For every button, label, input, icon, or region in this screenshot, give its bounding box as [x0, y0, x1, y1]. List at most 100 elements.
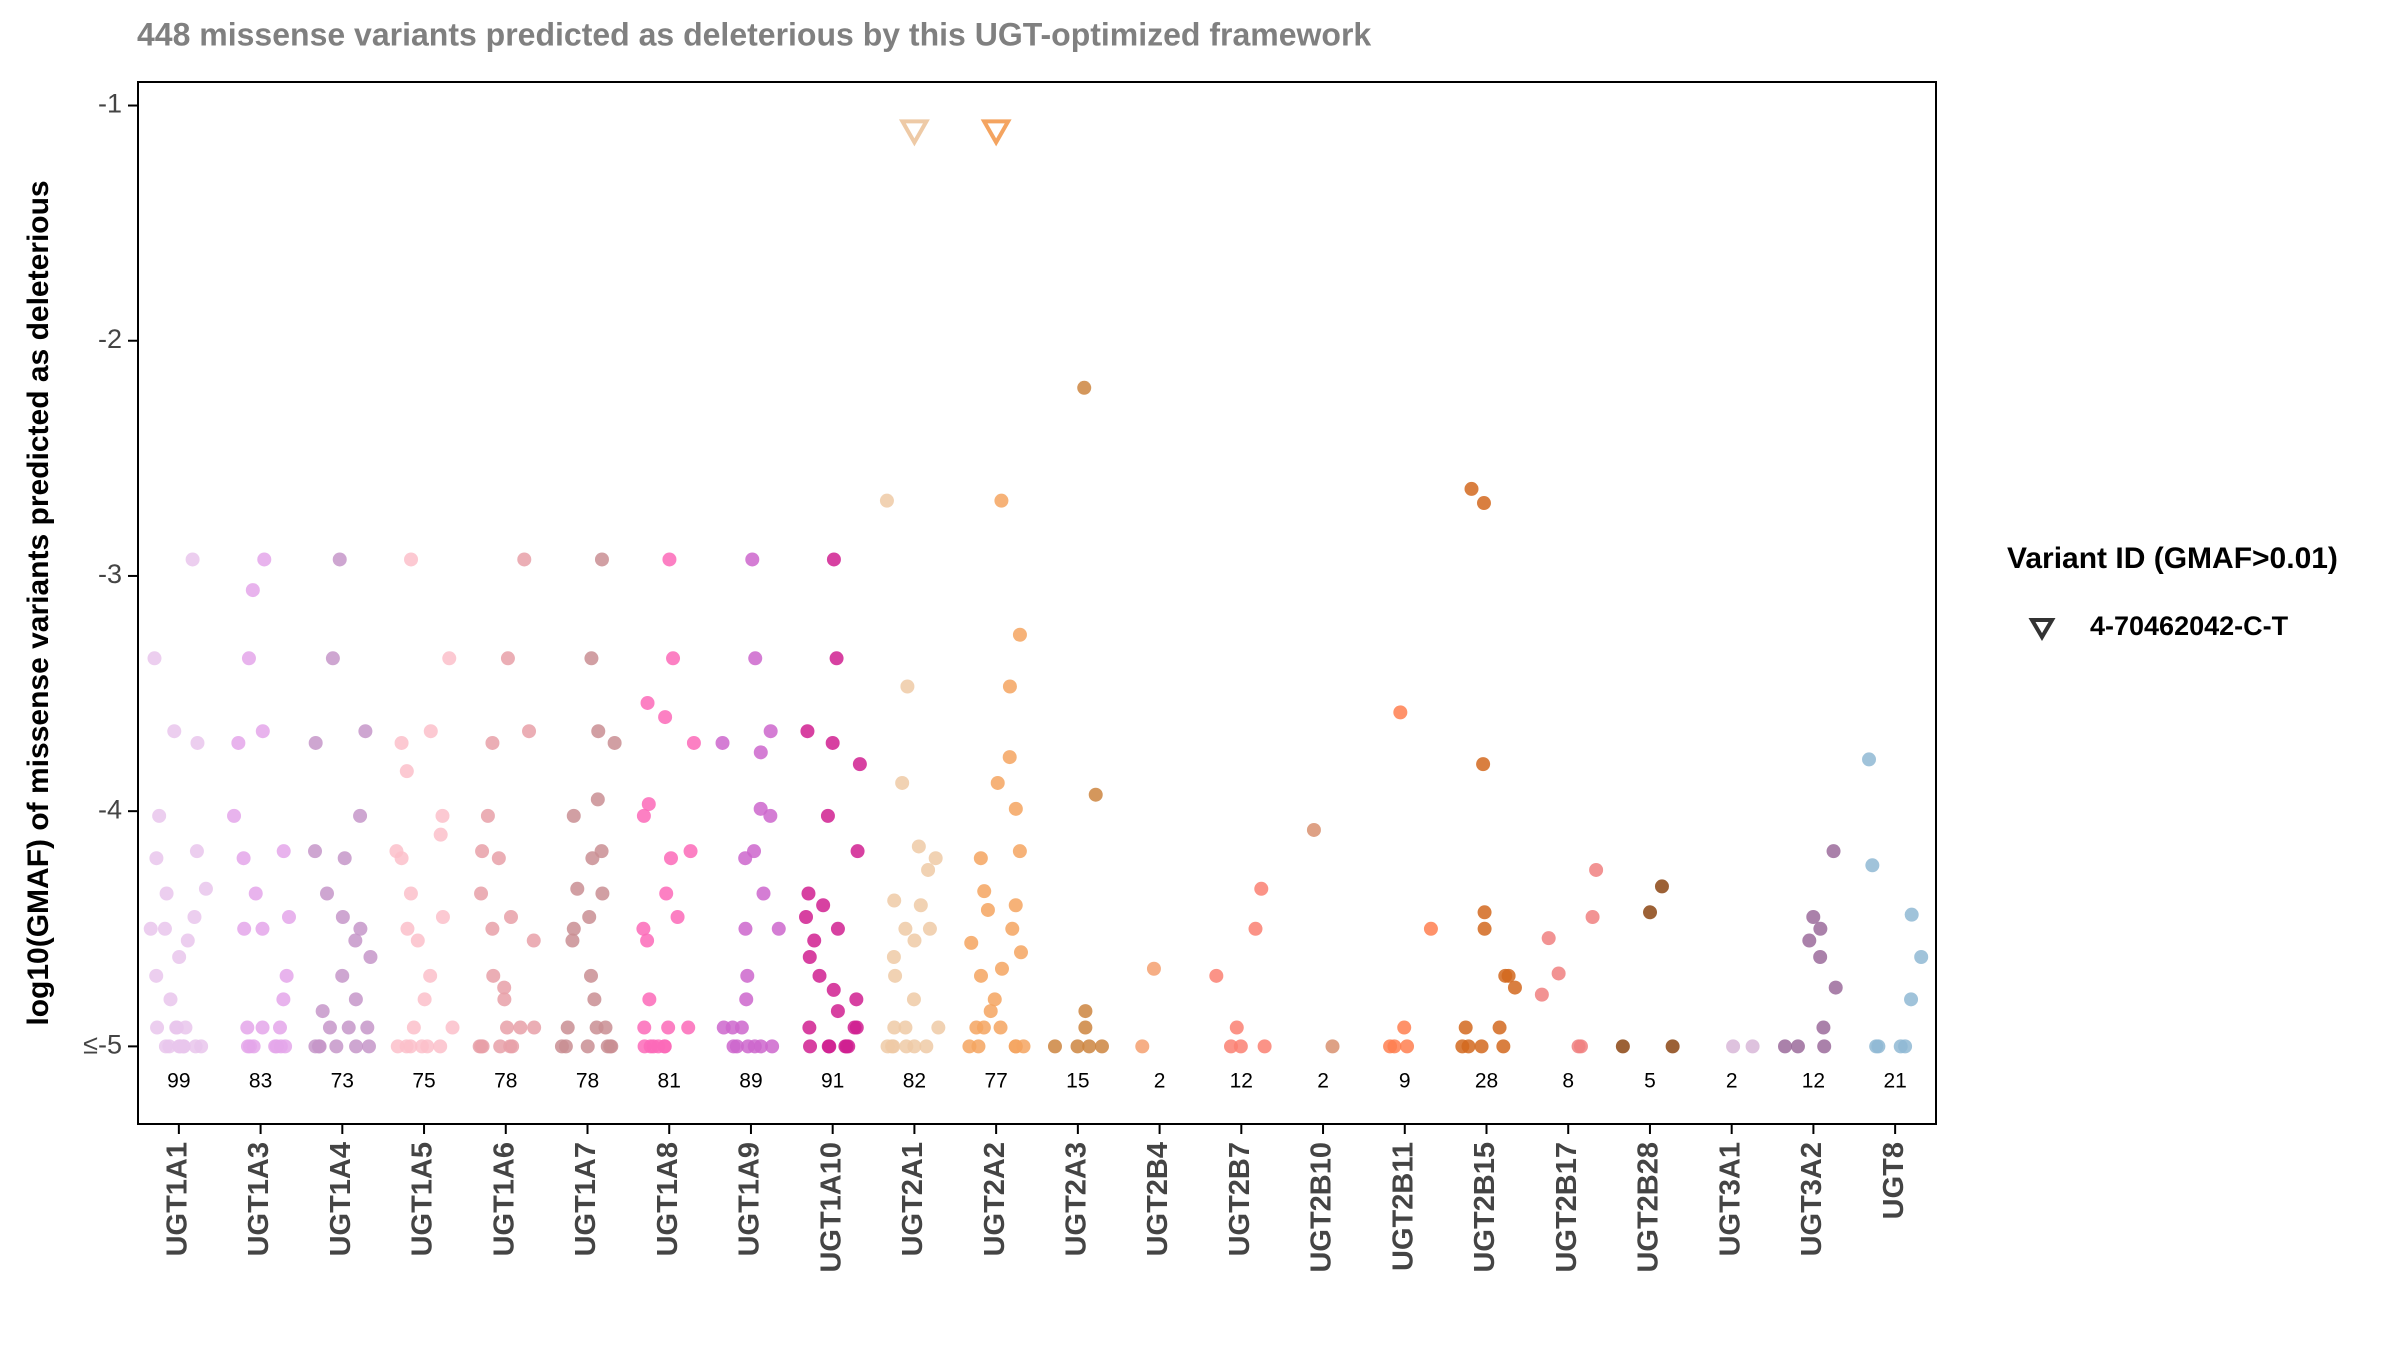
point	[980, 902, 995, 917]
point	[503, 1039, 518, 1054]
count-label: 5	[1644, 1070, 1656, 1093]
point	[911, 839, 926, 854]
point	[994, 961, 1009, 976]
point	[1496, 1039, 1511, 1054]
point	[189, 844, 204, 859]
point	[400, 921, 415, 936]
point	[642, 992, 657, 1007]
point	[423, 968, 438, 983]
point	[143, 921, 158, 936]
point	[231, 735, 246, 750]
point	[566, 808, 581, 823]
point	[928, 851, 943, 866]
point	[1585, 910, 1600, 925]
point	[433, 827, 448, 842]
point	[325, 651, 340, 666]
point	[898, 1020, 913, 1035]
point	[172, 949, 187, 964]
point	[594, 552, 609, 567]
point	[311, 1039, 326, 1054]
point	[486, 968, 501, 983]
point	[513, 1020, 528, 1035]
point	[1865, 858, 1880, 873]
count-label: 2	[1726, 1070, 1738, 1093]
point	[497, 980, 512, 995]
point	[726, 1039, 741, 1054]
point	[335, 910, 350, 925]
point	[641, 797, 656, 812]
point	[1070, 1039, 1085, 1054]
point	[406, 1020, 421, 1035]
point	[738, 851, 753, 866]
point	[973, 968, 988, 983]
point	[335, 968, 350, 983]
point	[659, 886, 674, 901]
point	[826, 982, 841, 997]
point	[1082, 1039, 1097, 1054]
x-tick-label: UGT1A3	[243, 1142, 275, 1256]
point	[190, 735, 205, 750]
point	[801, 886, 816, 901]
point	[435, 808, 450, 823]
point	[686, 735, 701, 750]
count-label: 73	[331, 1070, 354, 1093]
point	[526, 933, 541, 948]
point	[587, 992, 602, 1007]
point	[886, 949, 901, 964]
point	[255, 921, 270, 936]
point	[1813, 949, 1828, 964]
point	[503, 910, 518, 925]
point	[590, 792, 605, 807]
point	[820, 808, 835, 823]
point	[363, 949, 378, 964]
x-tick-label: UGT1A10	[815, 1142, 847, 1273]
point	[404, 552, 419, 567]
point	[337, 851, 352, 866]
point	[1078, 1020, 1093, 1035]
point	[245, 583, 260, 598]
point	[353, 921, 368, 936]
x-tick-label: UGT1A9	[734, 1142, 766, 1256]
point	[255, 1020, 270, 1035]
point	[158, 1039, 173, 1054]
point	[919, 1039, 934, 1054]
point	[390, 1039, 405, 1054]
point	[670, 910, 685, 925]
point	[964, 935, 979, 950]
point	[580, 1039, 595, 1054]
point	[358, 724, 373, 739]
point	[1088, 787, 1103, 802]
point	[308, 735, 323, 750]
point	[278, 1039, 293, 1054]
point	[169, 1020, 184, 1035]
y-tick-label: -4	[98, 794, 122, 824]
point	[603, 1039, 618, 1054]
point	[433, 1039, 448, 1054]
point	[281, 910, 296, 925]
point	[816, 898, 831, 913]
point	[1146, 961, 1161, 976]
point	[360, 1020, 375, 1035]
point	[268, 1039, 283, 1054]
point	[753, 801, 768, 816]
point	[880, 1039, 895, 1054]
point	[1423, 921, 1438, 936]
point	[435, 910, 450, 925]
point	[1325, 1039, 1340, 1054]
x-tick-label: UGT1A4	[325, 1142, 357, 1256]
point	[756, 886, 771, 901]
y-axis-title: log10(GMAF) of missense variants predict…	[22, 180, 55, 1025]
point	[1507, 980, 1522, 995]
point	[636, 808, 651, 823]
x-tick-label: UGT2B7	[1224, 1142, 1256, 1256]
x-tick-label: UGT1A1	[162, 1142, 194, 1256]
point	[1012, 844, 1027, 859]
point	[607, 735, 622, 750]
point	[272, 1020, 287, 1035]
plot-border	[137, 81, 1937, 1125]
point	[237, 921, 252, 936]
point	[887, 893, 902, 908]
point	[829, 651, 844, 666]
highlight-marker	[980, 119, 1012, 147]
point	[753, 745, 768, 760]
